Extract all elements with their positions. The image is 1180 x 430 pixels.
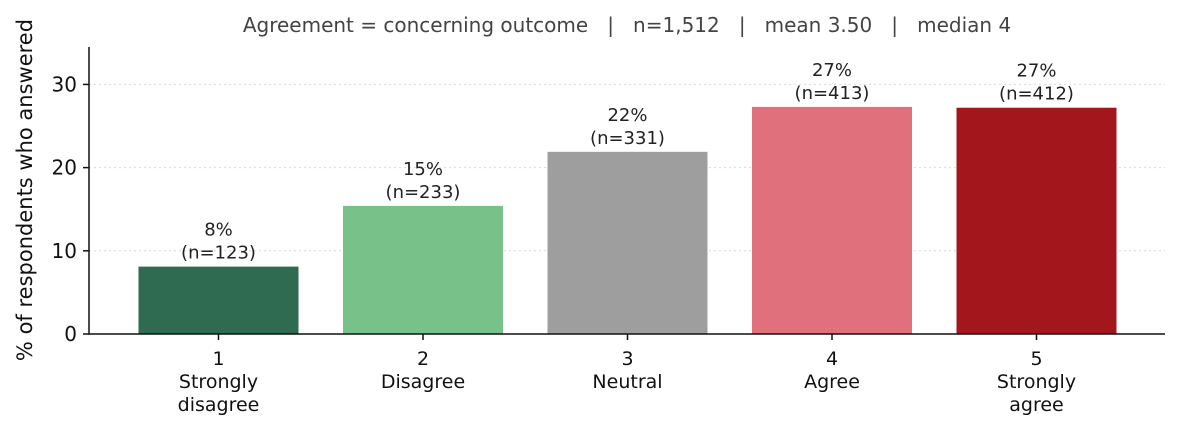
y-tick-label: 20 xyxy=(52,156,77,180)
data-label-pct: 27% xyxy=(1016,61,1056,82)
data-label-pct: 22% xyxy=(607,105,647,126)
bar-1 xyxy=(138,266,299,334)
x-tick-label: disagree xyxy=(178,394,260,416)
bar-3 xyxy=(547,151,708,334)
data-label-n: (n=413) xyxy=(795,83,870,104)
x-tick-code: 2 xyxy=(417,348,429,370)
y-ticks: 0 10 20 30 xyxy=(52,72,89,346)
x-tick-label: Agree xyxy=(804,371,860,393)
x-tick-label: Strongly xyxy=(179,371,258,393)
y-axis-label: % of respondents who answered xyxy=(13,19,37,361)
data-label-n: (n=331) xyxy=(590,128,665,149)
y-tick-label: 10 xyxy=(52,239,77,263)
data-label-pct: 27% xyxy=(812,60,852,81)
x-tick-label: agree xyxy=(1009,394,1063,416)
x-tick-code: 5 xyxy=(1030,348,1042,370)
data-label-pct: 15% xyxy=(403,159,443,180)
x-tick-code: 1 xyxy=(212,348,224,370)
y-tick-label: 30 xyxy=(52,72,77,96)
data-label-n: (n=412) xyxy=(999,84,1074,105)
bars xyxy=(138,106,1117,334)
bar-2 xyxy=(343,205,503,334)
chart-title: Agreement = concerning outcome | n=1,512… xyxy=(243,13,1011,37)
x-tick-label: Disagree xyxy=(381,371,465,393)
bar-4 xyxy=(752,106,912,334)
bar-5 xyxy=(956,107,1117,334)
x-tick-label: Neutral xyxy=(592,371,662,393)
x-tick-code: 3 xyxy=(621,348,633,370)
data-labels: 8%(n=123)15%(n=233)22%(n=331)27%(n=413)2… xyxy=(181,60,1074,264)
y-tick-label: 0 xyxy=(64,322,77,346)
x-ticks: 1Stronglydisagree2Disagree3Neutral4Agree… xyxy=(178,334,1076,416)
x-tick-label: Strongly xyxy=(997,371,1076,393)
x-tick-code: 4 xyxy=(826,348,838,370)
data-label-pct: 8% xyxy=(204,220,233,241)
data-label-n: (n=233) xyxy=(386,182,461,203)
data-label-n: (n=123) xyxy=(181,243,256,264)
